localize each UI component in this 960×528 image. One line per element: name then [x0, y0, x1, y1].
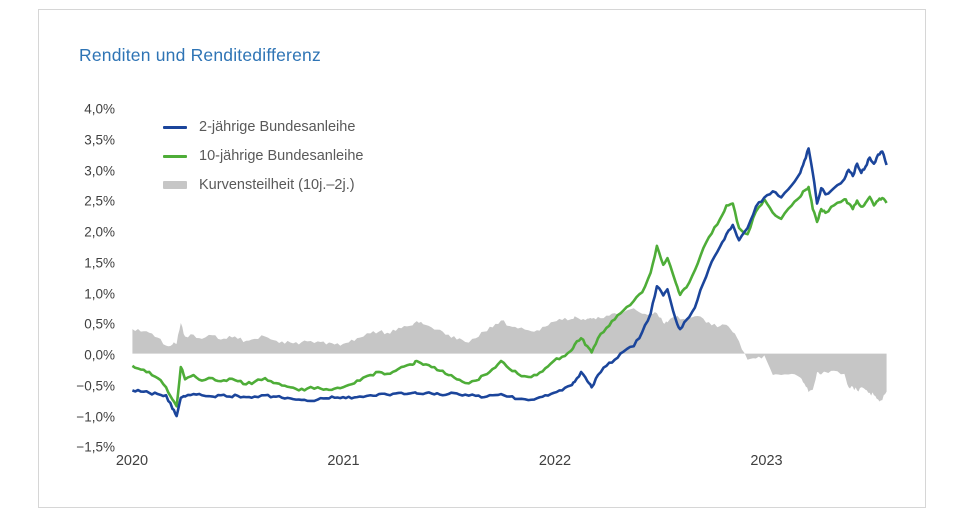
x-axis-label: 2021 — [327, 453, 360, 469]
y-axis-label: 1,5% — [84, 255, 115, 271]
legend-line-swatch-2y — [163, 125, 187, 129]
legend-area-swatch-steepness — [163, 181, 187, 189]
x-axis-label: 2022 — [538, 453, 572, 469]
chart-legend: 2-jährige Bundesanleihe 10-jährige Bunde… — [163, 117, 363, 195]
x-axis-label: 2023 — [750, 453, 783, 469]
legend-item-2y-bund: 2-jährige Bundesanleihe — [163, 117, 363, 137]
y-axis-label: −1,0% — [76, 409, 115, 424]
y-axis-label: 2,5% — [84, 193, 115, 209]
y-axis-label: −0,5% — [76, 378, 115, 394]
y-axis-label: 0,5% — [84, 316, 115, 332]
y-axis-label: 1,0% — [84, 286, 115, 301]
y-axis-label: 0,0% — [84, 347, 115, 363]
bond-2y-line — [131, 147, 888, 418]
legend-line-swatch-10y — [163, 154, 187, 158]
y-axis-label: 2,0% — [84, 224, 115, 240]
y-axis-label: 3,0% — [84, 163, 115, 178]
chart-card: Renditen und Renditedifferenz 2-jährige … — [38, 9, 926, 508]
legend-label-2y: 2-jährige Bundesanleihe — [199, 119, 356, 135]
y-axis-label: 4,0% — [84, 101, 115, 117]
legend-item-10y-bund: 10-jährige Bundesanleihe — [163, 146, 363, 166]
y-axis-label: 3,5% — [84, 132, 115, 148]
bond-10y-line — [131, 185, 888, 408]
plot-area — [131, 147, 888, 418]
x-axis-label: 2020 — [115, 453, 149, 469]
curve-steepness-area — [132, 308, 887, 402]
legend-item-curve-steepness: Kurvensteilheit (10j.–2j.) — [163, 175, 363, 195]
y-axis-label: −1,5% — [76, 439, 115, 455]
legend-label-10y: 10-jährige Bundesanleihe — [199, 148, 364, 164]
chart-title: Renditen und Renditedifferenz — [79, 45, 321, 65]
legend-label-steepness: Kurvensteilheit (10j.–2j.) — [199, 177, 355, 193]
